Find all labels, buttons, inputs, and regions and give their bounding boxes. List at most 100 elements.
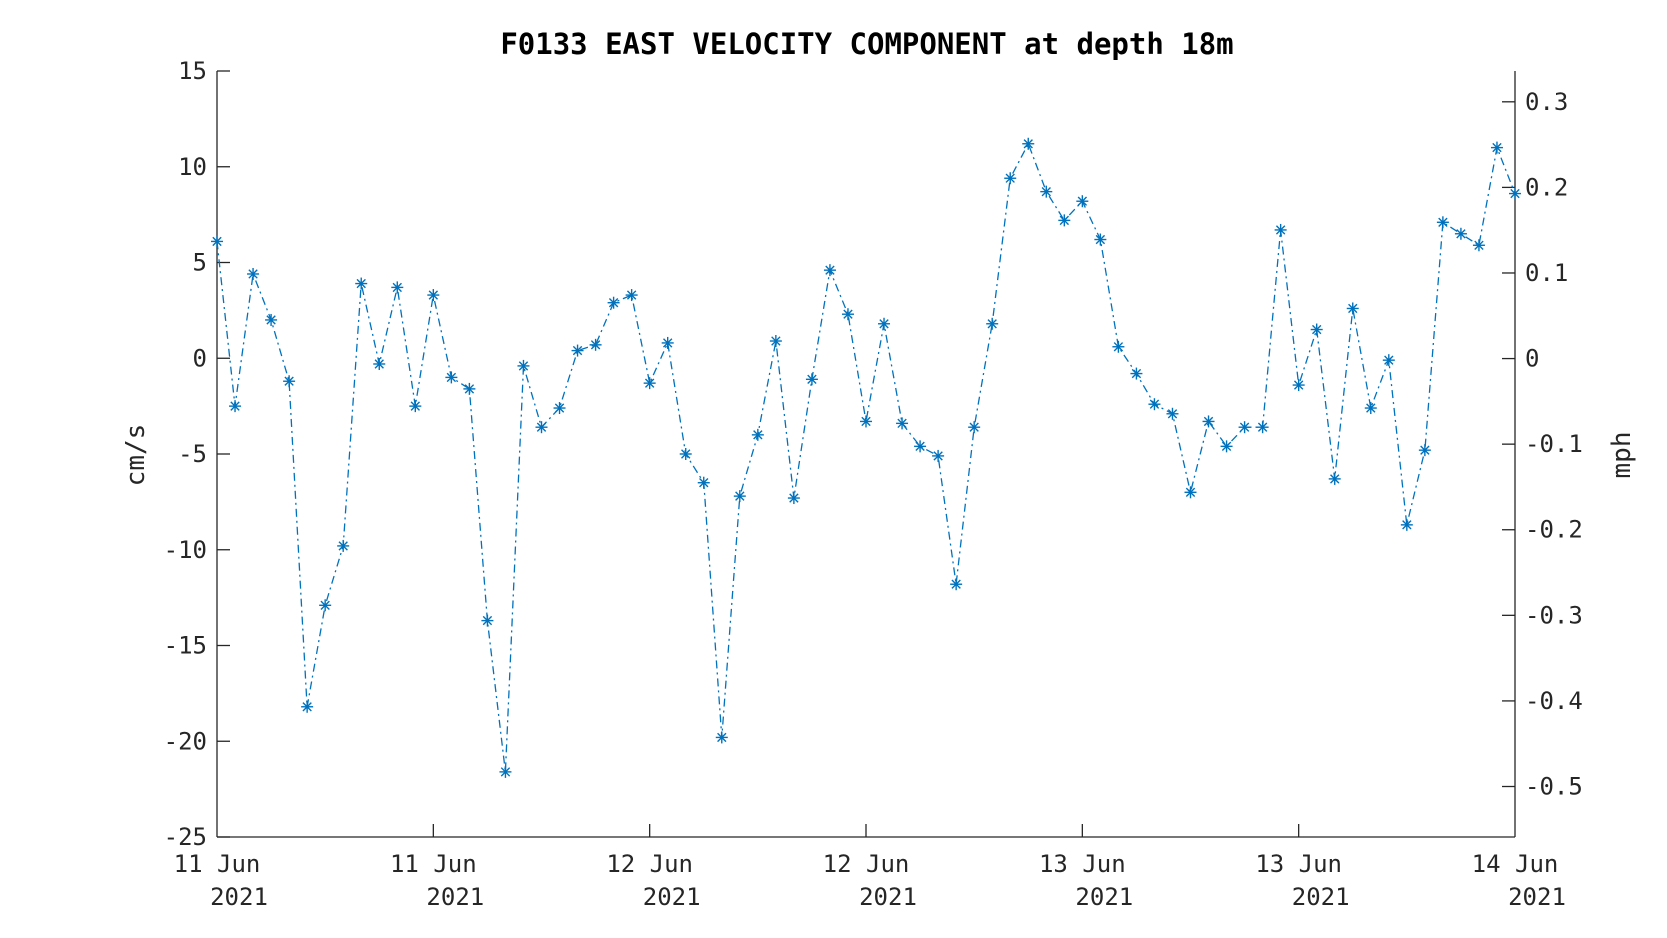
y-axis-label: cm/s	[121, 424, 151, 487]
data-point	[1274, 223, 1287, 236]
y2-tick-label: -0.2	[1525, 516, 1583, 544]
data-point	[787, 492, 800, 505]
data-point	[1382, 354, 1395, 367]
y-tick-label: -5	[178, 440, 207, 468]
x-tick-label-date: 12 Jun	[606, 850, 693, 878]
series-group	[211, 137, 1521, 778]
y-tick-label: 15	[178, 57, 207, 85]
x-tick-label-year: 2021	[643, 883, 701, 911]
data-point	[247, 267, 260, 280]
data-point	[823, 264, 836, 277]
data-point	[1184, 486, 1197, 499]
x-tick-label-year: 2021	[1075, 883, 1133, 911]
x-tick-label-date: 13 Jun	[1039, 850, 1126, 878]
y2-tick-label: 0	[1525, 345, 1539, 373]
axes: 15 10 5 0 -5 -10 -15 -20 -25 0.3 0.2 0.1 0 -0.1 -0.2 -0…	[164, 57, 1583, 911]
y-tick-label: 0	[193, 344, 207, 372]
y2-tick-label: 0.3	[1525, 88, 1568, 116]
data-point	[1130, 367, 1143, 380]
x-tick-label-year: 2021	[1508, 883, 1566, 911]
data-point	[968, 421, 981, 434]
data-point	[589, 338, 602, 351]
data-point	[751, 428, 764, 441]
data-point	[1292, 379, 1305, 392]
data-point	[1418, 444, 1431, 457]
data-point	[337, 539, 350, 552]
data-point	[805, 373, 818, 386]
data-point	[1112, 340, 1125, 353]
data-point	[625, 289, 638, 302]
data-point	[445, 371, 458, 384]
data-point	[860, 415, 872, 428]
data-point	[229, 400, 242, 413]
data-point	[1472, 239, 1485, 252]
data-point	[499, 765, 512, 778]
data-point	[1202, 415, 1215, 428]
y2-tick-label: -0.3	[1525, 601, 1583, 629]
data-point	[697, 476, 710, 489]
data-point	[715, 731, 728, 744]
data-point	[1400, 518, 1413, 531]
data-point	[319, 599, 332, 612]
data-point	[1040, 185, 1053, 198]
y-tick-label: -25	[164, 823, 207, 851]
data-point	[896, 417, 909, 430]
data-point	[1094, 233, 1107, 246]
y2-tick-label: -0.1	[1525, 430, 1583, 458]
data-point	[265, 313, 278, 326]
data-point	[1328, 472, 1341, 485]
y-tick-label: -20	[164, 727, 207, 755]
y-tick-label: -15	[164, 632, 207, 660]
data-point	[1238, 421, 1251, 434]
data-point	[391, 281, 404, 294]
x-tick-label-year: 2021	[859, 883, 917, 911]
series-line	[216, 142, 1516, 772]
data-point	[1022, 137, 1035, 150]
data-point	[517, 359, 530, 372]
x-tick-label-date: 13 Jun	[1255, 850, 1342, 878]
data-point	[1076, 195, 1089, 208]
data-point	[841, 308, 854, 321]
data-point	[1490, 141, 1503, 154]
data-point	[950, 578, 963, 591]
data-point	[1346, 302, 1359, 315]
data-point	[643, 377, 656, 390]
data-point	[1454, 227, 1467, 240]
data-point	[211, 235, 223, 248]
data-point	[553, 402, 566, 415]
y2-axis-label: mph	[1607, 432, 1637, 479]
chart-title: F0133 EAST VELOCITY COMPONENT at depth 1…	[500, 27, 1233, 61]
data-point	[373, 357, 386, 370]
y2-tick-label: 0.1	[1525, 259, 1568, 287]
y-tick-label: -10	[164, 536, 207, 564]
data-point	[571, 344, 584, 357]
data-point	[301, 700, 314, 713]
y2-tick-label: 0.2	[1525, 173, 1568, 201]
data-point	[481, 614, 494, 627]
data-point	[661, 336, 674, 349]
data-point	[409, 400, 422, 413]
data-point	[1436, 216, 1449, 229]
data-point	[1364, 402, 1377, 415]
x-tick-label-date: 11 Jun	[390, 850, 477, 878]
data-point	[1058, 214, 1071, 227]
x-tick-label-year: 2021	[210, 883, 268, 911]
data-point	[914, 440, 927, 453]
data-point	[535, 421, 548, 434]
x-tick-label-date: 12 Jun	[823, 850, 910, 878]
data-point	[1004, 172, 1017, 185]
data-point	[1148, 398, 1161, 411]
data-point	[283, 375, 296, 388]
x-tick-label-year: 2021	[1292, 883, 1350, 911]
data-point	[355, 277, 368, 290]
y-tick-label: 5	[193, 249, 207, 277]
data-point	[1256, 421, 1269, 434]
data-point	[679, 448, 692, 460]
data-point	[769, 335, 782, 348]
x-tick-label-date: 14 Jun	[1472, 850, 1559, 878]
y2-tick-label: -0.5	[1525, 773, 1583, 801]
data-point	[878, 317, 891, 330]
data-point	[733, 490, 746, 503]
data-point	[1509, 187, 1521, 200]
